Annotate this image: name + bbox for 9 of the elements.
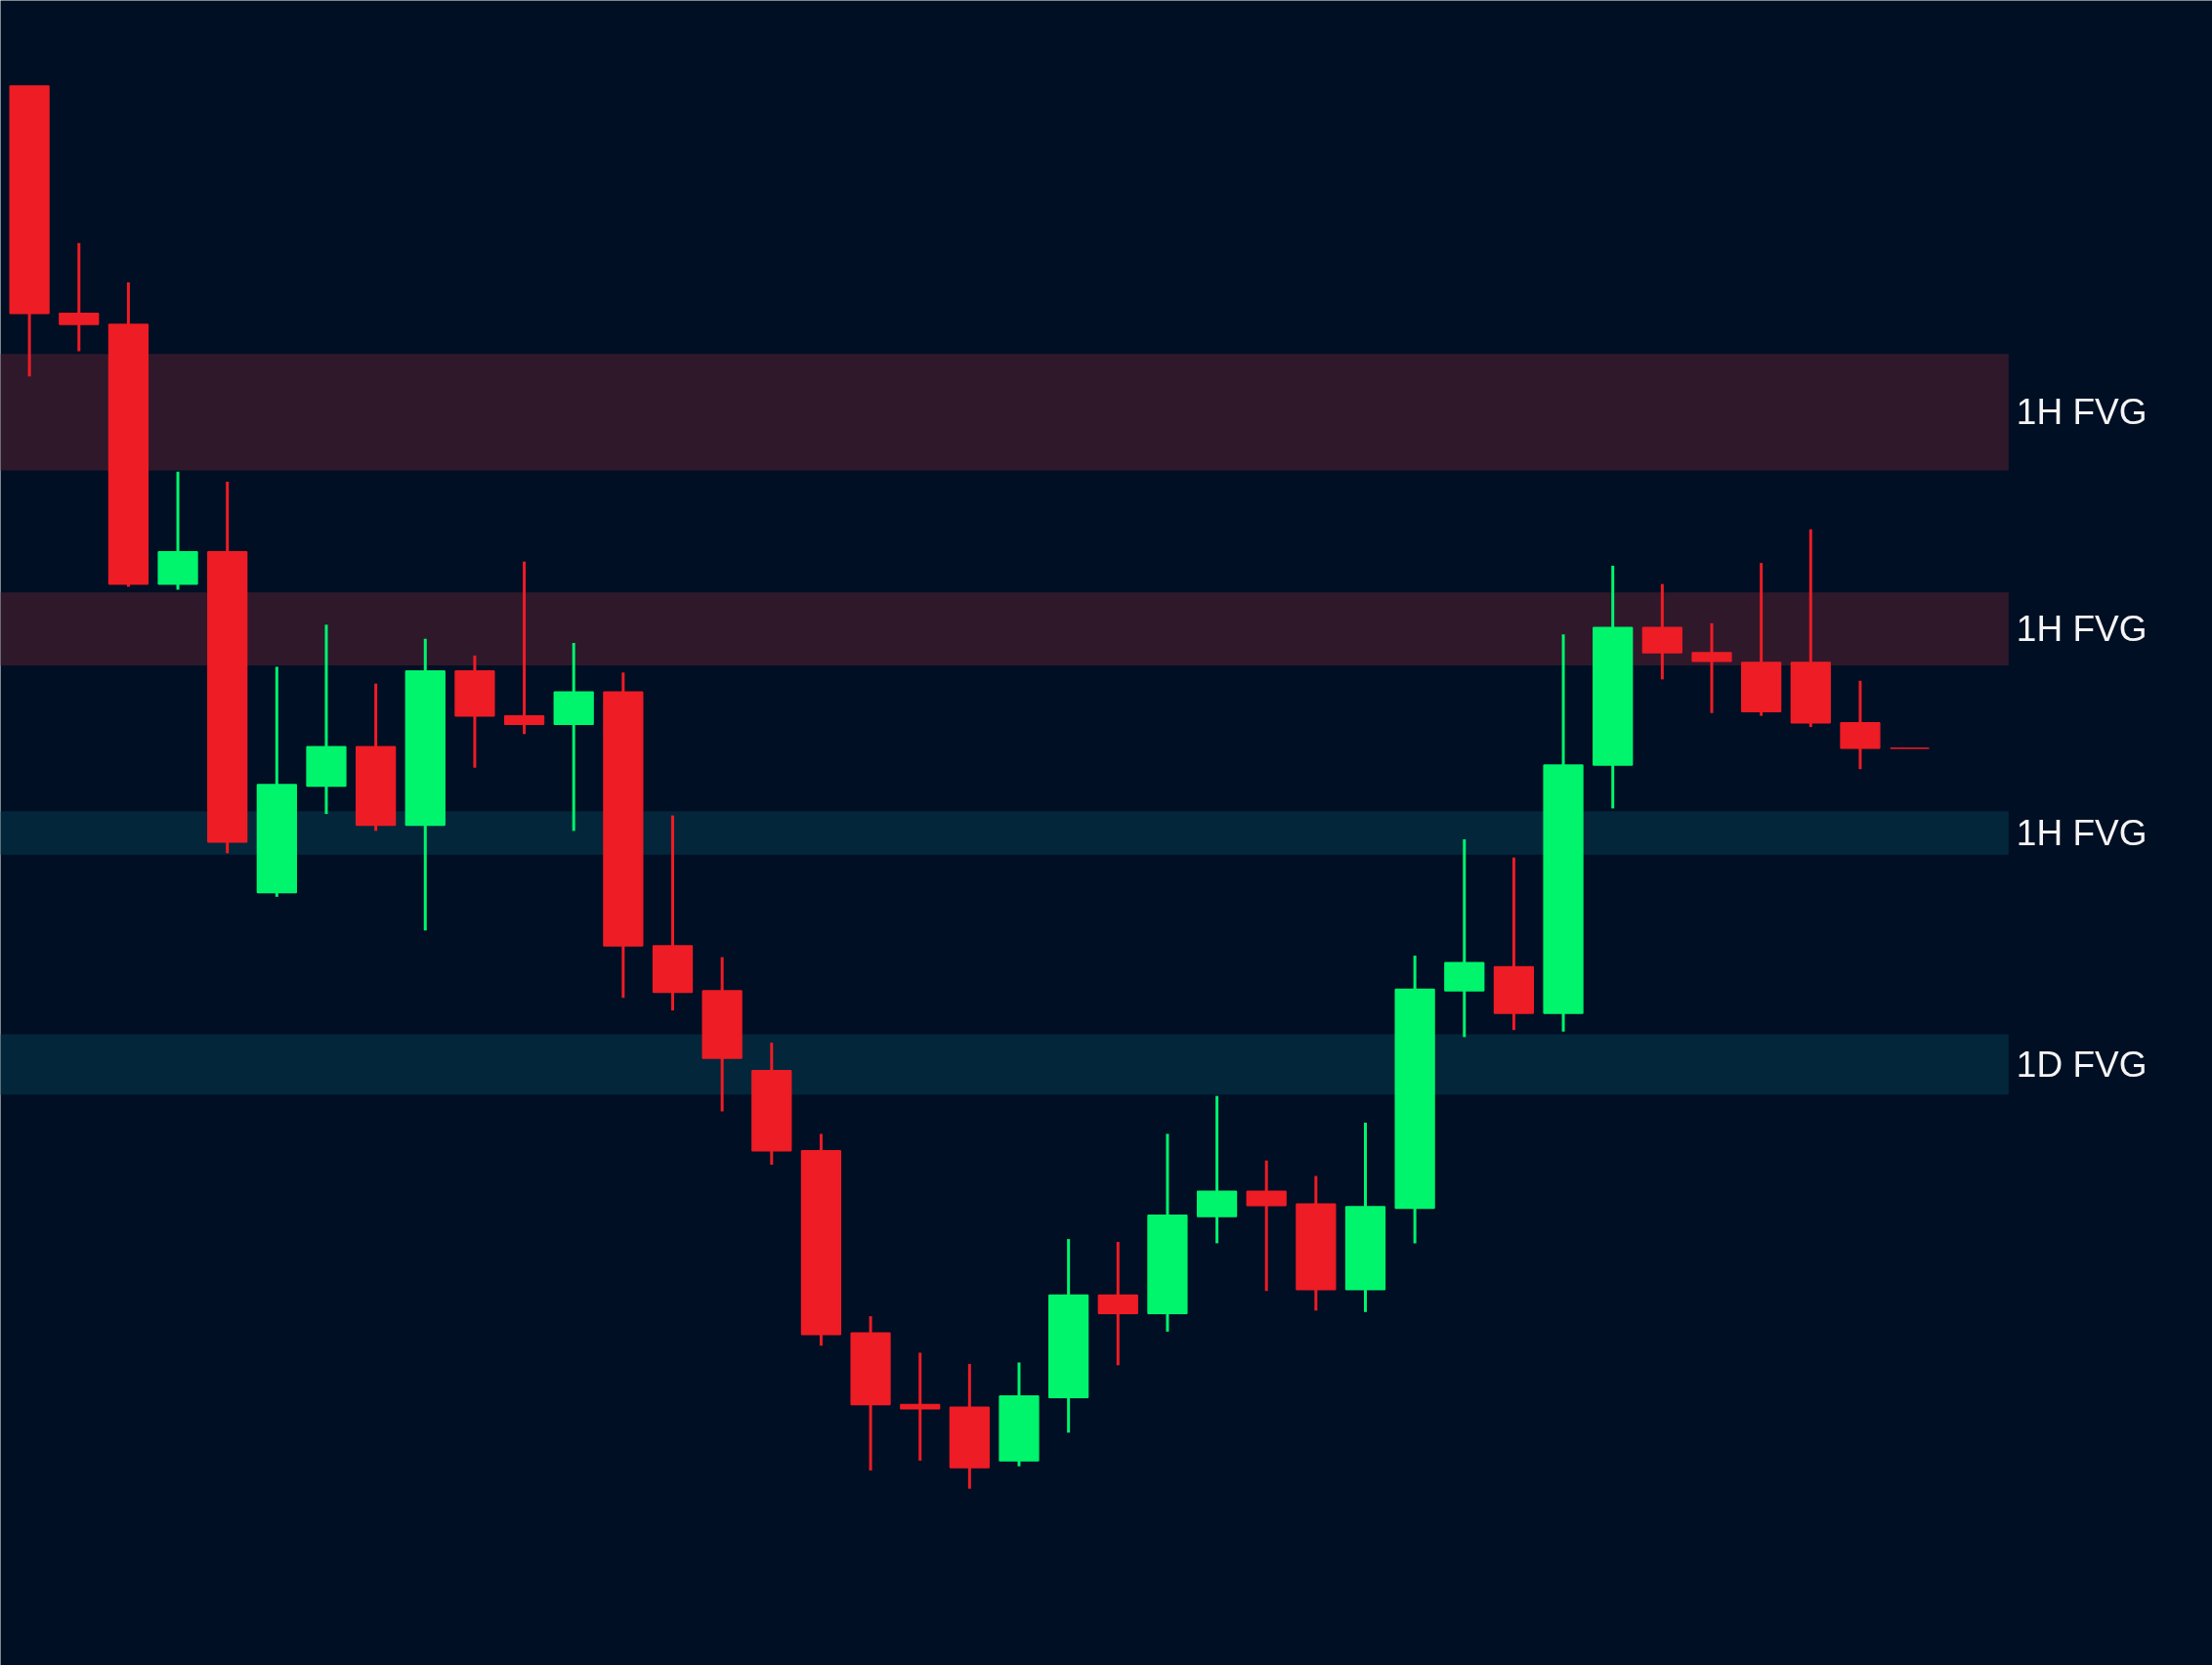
candlestick	[503, 561, 545, 735]
candlestick	[1691, 621, 1732, 713]
candlestick	[900, 1352, 941, 1461]
band-label: 1H FVG	[2016, 392, 2148, 433]
band-label: 1H FVG	[2016, 609, 2148, 650]
candlestick	[59, 241, 100, 352]
band-label: 1H FVG	[2016, 813, 2148, 853]
candlestick	[1246, 1160, 1287, 1293]
band-label: 1D FVG	[2016, 1044, 2148, 1085]
